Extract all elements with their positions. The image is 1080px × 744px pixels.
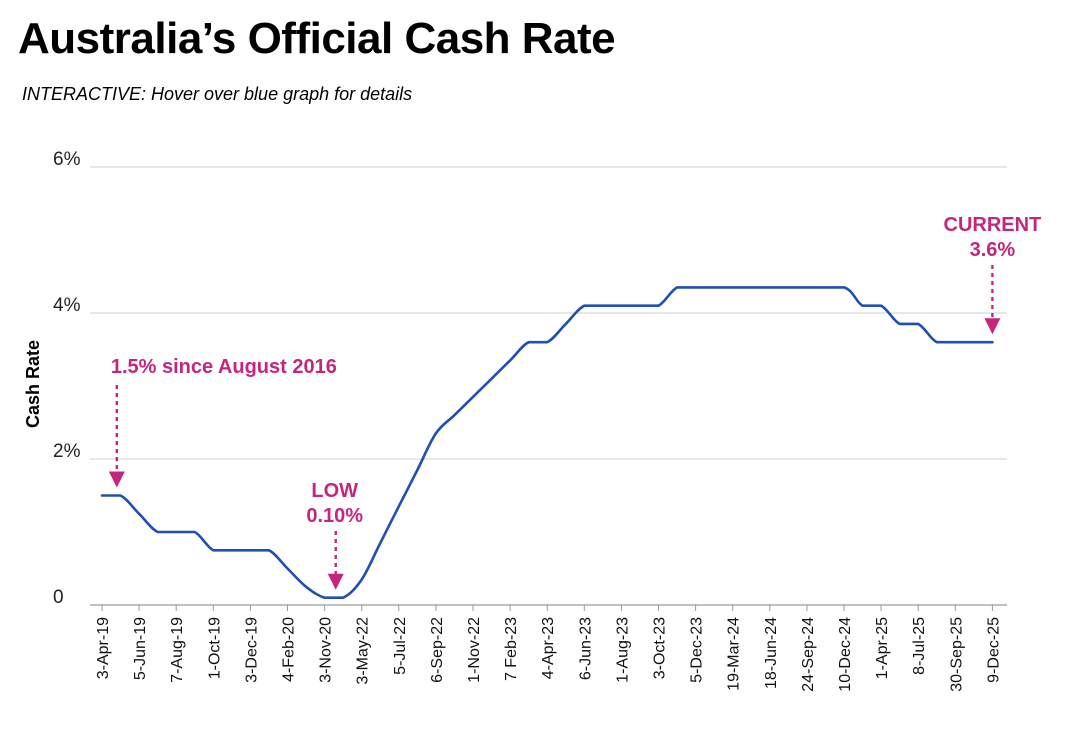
x-tick-label: 9-Dec-25 bbox=[985, 617, 1002, 683]
x-tick-label: 5-Jul-22 bbox=[392, 617, 409, 675]
chart-title: Australia’s Official Cash Rate bbox=[18, 14, 616, 63]
x-tick-label: 18-Jun-24 bbox=[763, 617, 780, 689]
x-axis bbox=[90, 604, 1007, 611]
x-tick-label: 24-Sep-24 bbox=[800, 617, 817, 692]
x-tick-label: 3-Oct-23 bbox=[652, 617, 669, 679]
x-tick-label: 30-Sep-25 bbox=[948, 617, 965, 692]
annotation-label: LOW bbox=[311, 480, 358, 502]
annotation-label: 1.5% since August 2016 bbox=[111, 356, 337, 378]
x-tick-label: 4-Feb-20 bbox=[281, 617, 298, 682]
gridlines bbox=[90, 166, 1007, 460]
chart-subtitle: INTERACTIVE: Hover over blue graph for d… bbox=[22, 84, 413, 104]
x-tick-label: 10-Dec-24 bbox=[837, 617, 854, 692]
x-tick-label: 6-Jun-23 bbox=[577, 617, 594, 680]
annotation-arrow-head bbox=[327, 573, 344, 590]
y-tick-label: 6% bbox=[53, 149, 81, 170]
x-tick-label: 19-Mar-24 bbox=[726, 617, 743, 691]
x-tick-label: 3-Nov-20 bbox=[318, 617, 335, 683]
annotation-label: 3.6% bbox=[970, 239, 1016, 261]
x-tick-label: 5-Jun-19 bbox=[132, 617, 149, 680]
y-tick-labels: 0 2% 4% 6% bbox=[53, 149, 81, 608]
x-tick-label: 3-Apr-19 bbox=[95, 617, 112, 679]
y-tick-label: 2% bbox=[53, 441, 81, 462]
x-tick-labels: 3-Apr-19 5-Jun-19 7-Aug-19 1-Oct-19 3-Dec-19… bbox=[95, 617, 1002, 692]
annotation-label: CURRENT bbox=[944, 214, 1042, 236]
cash-rate-line[interactable] bbox=[100, 286, 994, 599]
y-tick-label: 0 bbox=[53, 587, 64, 608]
x-tick-label: 1-Aug-23 bbox=[614, 617, 631, 683]
x-tick-label: 6-Sep-22 bbox=[429, 617, 446, 683]
x-tick-label: 5-Dec-23 bbox=[689, 617, 706, 683]
x-tick-label: 3-Dec-19 bbox=[243, 617, 260, 683]
annotation-arrow-head bbox=[108, 471, 125, 488]
x-tick-label: 1-Nov-22 bbox=[466, 617, 483, 683]
x-tick-label: 7 Feb-23 bbox=[503, 617, 520, 681]
x-tick-label: 7-Aug-19 bbox=[169, 617, 186, 683]
annotations: 1.5% since August 2016 LOW 0.10% CURRENT 3.6… bbox=[108, 214, 1042, 590]
y-axis-label: Cash Rate bbox=[23, 340, 43, 428]
x-tick-label: 8-Jul-25 bbox=[911, 617, 928, 675]
x-tick-label: 1-Oct-19 bbox=[206, 617, 223, 679]
x-tick-label: 3-May-22 bbox=[355, 617, 372, 685]
annotation-arrow-head bbox=[984, 318, 1001, 335]
y-tick-label: 4% bbox=[53, 295, 81, 316]
annotation-label: 0.10% bbox=[306, 505, 363, 527]
x-tick-label: 1-Apr-25 bbox=[874, 617, 891, 679]
x-tick-label: 4-Apr-23 bbox=[540, 617, 557, 679]
